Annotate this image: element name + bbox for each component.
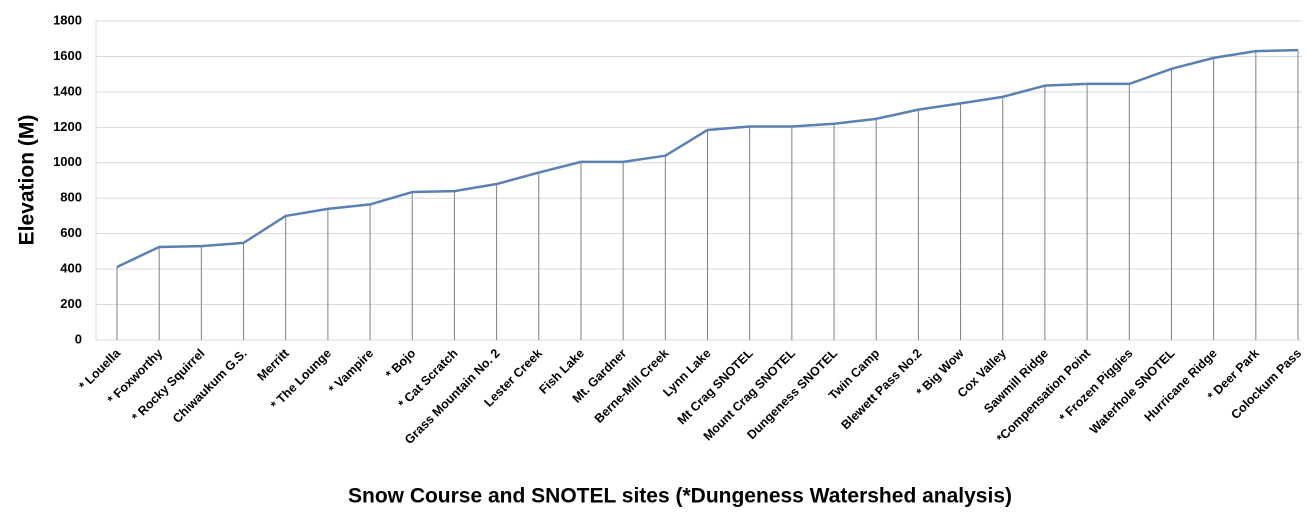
data-line: [116, 48, 1299, 269]
x-tick-label: Blewett Pass No.2: [838, 346, 924, 432]
x-tick-label: * Frozen Piggies: [1057, 346, 1136, 425]
y-tick-label: 1200: [53, 119, 82, 134]
x-tick-label: * Rocky Squirrel: [129, 346, 207, 424]
y-tick-label: 1400: [53, 83, 82, 98]
x-tick-label: Chiwaukum G.S.: [170, 346, 250, 426]
y-tick-label: 0: [75, 331, 82, 346]
x-tick-label: Hurricane Ridge: [1142, 346, 1220, 424]
y-tick-label: 1000: [53, 154, 82, 169]
x-tick-label: * Vampire: [326, 346, 376, 396]
x-axis-title: Snow Course and SNOTEL sites (*Dungeness…: [348, 485, 1012, 508]
x-tick-label: Mt Crag SNOTEL: [675, 346, 756, 427]
y-axis-title: Elevation (M): [16, 115, 39, 246]
x-tick-label: * Bojo: [383, 346, 419, 382]
y-tick-label: 1600: [53, 48, 82, 63]
y-tick-label: 1800: [53, 12, 82, 27]
y-tick-label: 800: [60, 190, 82, 205]
y-tick-label: 400: [60, 261, 82, 276]
x-tick-label: Merritt: [254, 346, 292, 384]
y-tick-label: 200: [60, 296, 82, 311]
x-tick-label: Berne-Mill Creek: [592, 346, 672, 426]
y-tick-label: 600: [60, 225, 82, 240]
